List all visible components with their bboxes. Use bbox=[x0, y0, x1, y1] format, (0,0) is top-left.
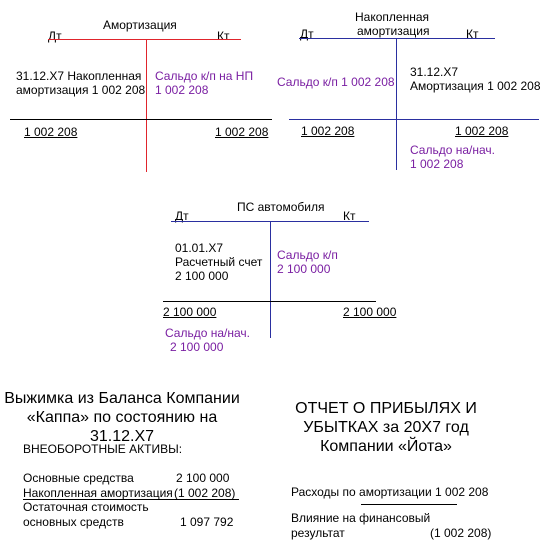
amortization-credit-entry: Сальдо к/п на НП bbox=[155, 69, 254, 83]
pnl-row-label: Влияние на финансовый bbox=[291, 511, 431, 525]
amortization-header-line bbox=[48, 39, 241, 40]
pnl-row-label: результат bbox=[291, 526, 345, 540]
amortization-debit-total: 1 002 208 bbox=[24, 125, 78, 139]
pnl-row-value: (1 002 208) bbox=[430, 526, 492, 540]
accumulated-title: амортизация bbox=[357, 24, 430, 38]
balance-underline bbox=[23, 499, 239, 500]
amortization-title: Амортизация bbox=[103, 18, 177, 32]
balance-row-label: Основные средства bbox=[23, 471, 134, 485]
ps-divider-line bbox=[270, 221, 271, 338]
accumulated-divider-line bbox=[396, 38, 397, 170]
ps-credit-entry: 2 100 000 bbox=[277, 262, 331, 276]
ps-title: ПС автомобиля bbox=[237, 200, 325, 214]
balance-row-value: 2 100 000 bbox=[176, 471, 230, 485]
pnl-underline bbox=[361, 504, 457, 505]
ps-opening-balance: 2 100 000 bbox=[170, 340, 224, 354]
ps-debit-entry: 2 100 000 bbox=[175, 269, 229, 283]
amortization-debit-label: Дт bbox=[48, 29, 62, 43]
amortization-credit-entry: 1 002 208 bbox=[155, 83, 209, 97]
balance-title: 31.12.X7 bbox=[89, 428, 155, 445]
ps-debit-entry: 01.01.X7 bbox=[175, 241, 224, 255]
accumulated-credit-entry: 31.12.X7 bbox=[410, 65, 459, 79]
pnl-title: Компании «Йота» bbox=[320, 438, 452, 455]
accumulated-credit-entry: Амортизация 1 002 208 bbox=[410, 79, 541, 93]
amortization-debit-entry: 31.12.X7 Накопленная bbox=[16, 69, 142, 83]
balance-title: «Каппа» по состоянию на bbox=[26, 409, 218, 426]
ps-debit-label: Дт bbox=[175, 209, 189, 223]
ps-debit-entry: Расчетный счет bbox=[175, 255, 263, 269]
accumulated-title: Накопленная bbox=[355, 10, 429, 24]
balance-row-label: основных средств bbox=[23, 515, 124, 529]
accumulated-debit-entry: Сальдо к/п 1 002 208 bbox=[277, 75, 395, 89]
balance-section-heading: ВНЕОБОРОТНЫЕ АКТИВЫ: bbox=[23, 442, 183, 456]
ps-credit-entry: Сальдо к/п bbox=[277, 248, 338, 262]
accumulated-total-line bbox=[289, 119, 539, 120]
balance-row-value: 1 097 792 bbox=[180, 515, 234, 529]
accumulated-debit-label: Дт bbox=[300, 27, 314, 41]
accumulated-header-line bbox=[299, 38, 495, 39]
pnl-title: УБЫТКАХ за 20X7 год bbox=[303, 419, 469, 436]
ps-opening-balance: Сальдо на/нач. bbox=[165, 326, 250, 340]
accumulated-opening-balance: 1 002 208 bbox=[410, 157, 464, 171]
accumulated-debit-total: 1 002 208 bbox=[301, 124, 355, 138]
accumulated-credit-total: 1 002 208 bbox=[455, 124, 509, 138]
balance-title: Выжимка из Баланса Компании bbox=[4, 390, 240, 407]
amortization-credit-total: 1 002 208 bbox=[215, 125, 269, 139]
ps-total-line bbox=[163, 301, 376, 302]
accumulated-opening-balance: Сальдо на/нач. bbox=[410, 143, 495, 157]
pnl-title: ОТЧЕТ О ПРИБЫЛЯХ И bbox=[295, 400, 477, 417]
ps-debit-total: 2 100 000 bbox=[163, 305, 217, 319]
amortization-debit-entry: амортизация 1 002 208 bbox=[16, 83, 146, 97]
ps-credit-total: 2 100 000 bbox=[343, 305, 397, 319]
amortization-credit-label: Кт bbox=[217, 29, 230, 43]
balance-row-label: Остаточная стоимость bbox=[23, 500, 149, 514]
accumulated-credit-label: Кт bbox=[466, 27, 479, 41]
amortization-divider-line bbox=[146, 39, 147, 172]
ps-credit-label: Кт bbox=[343, 209, 356, 223]
balance-row-label: Накопленная амортизация bbox=[23, 486, 173, 500]
amortization-total-line bbox=[10, 119, 272, 120]
balance-row-value: (1 002 208) bbox=[174, 486, 236, 500]
pnl-row-expense: Расходы по амортизации 1 002 208 bbox=[291, 485, 489, 499]
